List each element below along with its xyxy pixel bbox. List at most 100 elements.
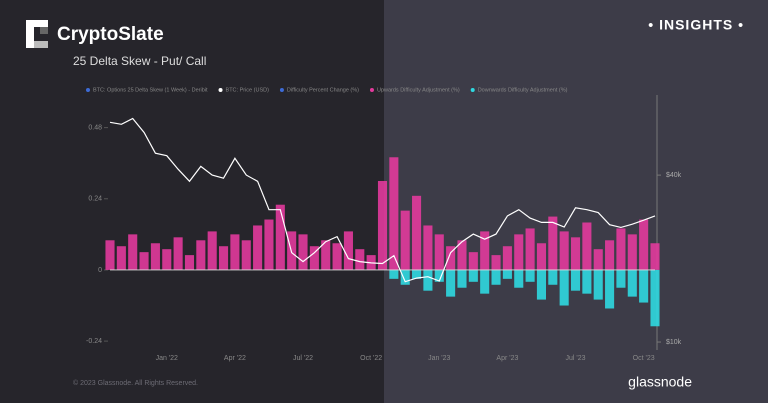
bar (184, 255, 195, 270)
bar (650, 243, 660, 270)
legend-swatch (279, 88, 284, 92)
bar (321, 240, 331, 270)
bar (446, 269, 456, 297)
y-tick-label: 0.24 (88, 196, 102, 203)
bar (128, 234, 138, 270)
bar (207, 231, 217, 270)
x-tick-label: Jan '22 (156, 355, 178, 362)
bar (536, 269, 546, 300)
bar (457, 240, 467, 270)
bar (219, 246, 229, 270)
bar (502, 246, 512, 270)
bar (525, 269, 535, 282)
bar (457, 269, 467, 288)
legend-swatch (218, 88, 223, 92)
bar (570, 237, 581, 270)
legend-label: BTC: Options 25 Delta Skew (1 Week) - De… (93, 87, 208, 93)
bar (389, 157, 399, 270)
bar (582, 222, 592, 270)
logo-icon (26, 20, 48, 48)
bar (173, 237, 183, 270)
bar (627, 269, 637, 297)
bar (605, 240, 615, 270)
legend-swatch (470, 88, 475, 92)
bar (434, 234, 444, 270)
bar (423, 225, 433, 270)
bar (446, 246, 456, 270)
bar (548, 216, 558, 270)
brand: CryptoSlate (57, 24, 164, 45)
bar (298, 234, 308, 270)
bar (423, 269, 433, 291)
bar (480, 269, 490, 294)
legend-label: Upwards Difficulty Adjustment (%) (377, 87, 460, 93)
bar (650, 269, 660, 327)
bar (332, 243, 342, 270)
footer: © 2023 Glassnode. All Rights Reserved. (73, 379, 198, 387)
bar (116, 246, 126, 270)
bar (264, 219, 274, 270)
bar (627, 234, 637, 270)
bar (502, 269, 512, 279)
bar (196, 240, 206, 270)
bar (639, 269, 649, 303)
bar (309, 246, 319, 270)
bar (343, 231, 353, 270)
bar (355, 249, 365, 270)
bar (593, 269, 603, 300)
legend-label: Difficulty Percent Change (%) (287, 87, 359, 93)
bar (536, 243, 546, 270)
legend-swatch (369, 88, 374, 92)
bar (559, 231, 569, 270)
chart-title: 25 Delta Skew - Put/ Call (73, 54, 206, 68)
bar (150, 243, 160, 270)
bar (605, 269, 615, 309)
bar (162, 249, 172, 270)
x-tick-label: Apr '22 (224, 355, 246, 362)
x-tick-label: Oct '23 (633, 355, 655, 362)
bar (105, 240, 115, 270)
bar (616, 269, 626, 288)
bar (468, 252, 478, 270)
badge: • INSIGHTS • (648, 17, 744, 33)
y2-tick-label: $10k (666, 339, 682, 346)
bar (639, 219, 649, 270)
bar (616, 228, 626, 270)
y-tick-label: 0 (98, 267, 102, 274)
y-tick-label: 0.48 (88, 124, 102, 131)
bar (230, 234, 240, 270)
bar (400, 210, 410, 270)
y2-tick-label: $40k (666, 172, 682, 179)
bar (412, 269, 422, 279)
bar (241, 240, 251, 270)
bar (389, 269, 399, 279)
bar (514, 234, 524, 270)
bar (548, 269, 558, 285)
legend: BTC: Options 25 Delta Skew (1 Week) - De… (86, 87, 568, 93)
right-panel (384, 0, 768, 403)
bar (491, 255, 501, 270)
plot: -0.24 0 0.24 0.48 $10k $40k Jan '22 Apr '22 Jul … (86, 95, 682, 362)
left-panel (0, 0, 384, 403)
bar (434, 269, 444, 282)
bar (570, 269, 581, 291)
bar (400, 269, 410, 285)
bar (593, 249, 603, 270)
bar (582, 269, 592, 294)
x-tick-label: Oct '22 (360, 355, 382, 362)
x-tick-label: Jul '22 (293, 355, 313, 362)
bar (491, 269, 501, 285)
bar (412, 195, 422, 270)
x-tick-label: Jan '23 (428, 355, 450, 362)
bar (139, 252, 149, 270)
x-tick-label: Jul '23 (566, 355, 586, 362)
bar (525, 228, 535, 270)
source: glassnode (628, 374, 692, 390)
legend-swatch (86, 88, 90, 92)
y-tick-label: -0.24 (86, 338, 102, 345)
bar (514, 269, 524, 288)
bar (468, 269, 478, 282)
legend-label: BTC: Price (USD) (226, 87, 270, 93)
